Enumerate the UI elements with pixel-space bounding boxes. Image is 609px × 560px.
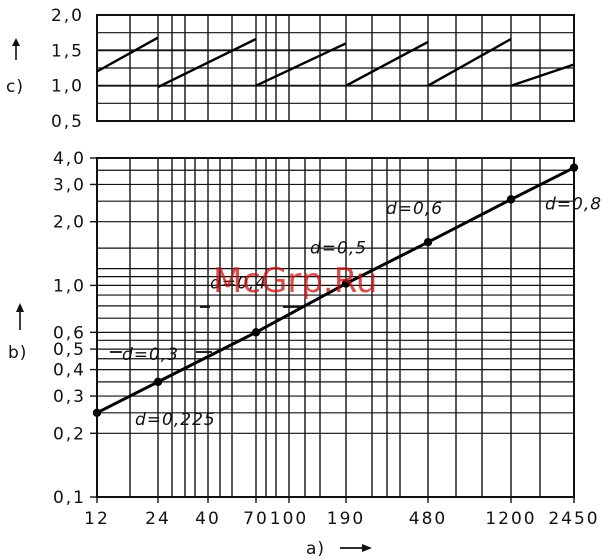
panel-c-ytick-label: 1,0: [51, 77, 84, 97]
panel-b-ytick-label: 3,0: [53, 175, 86, 195]
panel-b-ytick-label: 4,0: [53, 149, 86, 169]
panel-b-data-point: [341, 279, 351, 288]
annotation-4: d=0,6: [386, 199, 443, 219]
annotation-0: d=0,225: [135, 410, 216, 430]
panel-c-grid: [96, 14, 575, 122]
panel-c-ytick-label: 0,5: [51, 112, 84, 132]
panel-c-segment-1: [157, 37, 257, 89]
panel-b-arrowhead: [16, 303, 24, 312]
panel-c-label: c): [6, 77, 24, 97]
panel-b-xtick-label: 12: [84, 509, 110, 529]
panel-b-xtick-label: 24: [145, 509, 171, 529]
panel-b-data-point: [153, 377, 163, 387]
panel-b-data-point: [251, 328, 261, 337]
panel-b-ytick-label: 1,0: [53, 276, 86, 296]
annotation-2: d=0,4: [210, 273, 267, 293]
panel-c: 0,5 1,0 1,5 2,0 c): [6, 6, 575, 132]
panel-b-xtick-label: 40: [195, 509, 221, 529]
panel-b-data-point: [92, 408, 102, 417]
panel-b-ytick-label: 0,3: [53, 387, 86, 407]
panel-c-segment-4: [427, 37, 512, 87]
panel-b-ytick-label: 0,5: [53, 340, 86, 360]
panel-b-data-point: [423, 238, 433, 247]
panel-b-ytick-label: 0,2: [53, 424, 86, 444]
panel-b-xtick-label: 2450: [548, 509, 599, 529]
panel-b-xtick-label: 100: [270, 509, 308, 529]
panel-b-xtick-label: 480: [409, 509, 447, 529]
annotation-3: d=0,5: [310, 239, 367, 259]
panel-b-xtick-label: 70: [243, 509, 269, 529]
panel-c-segment-3: [345, 40, 429, 87]
panel-b-label: b): [8, 343, 27, 363]
annotation-5: d=0,8: [545, 194, 602, 214]
panel-c-segment-2: [255, 42, 347, 87]
x-axis-arrowhead: [362, 544, 372, 552]
panel-b-xtick-label: 190: [327, 509, 365, 529]
annotation-1: d=0,3: [122, 345, 179, 365]
panel-b-ytick-label: 0,1: [53, 488, 86, 508]
panel-b-ytick-label: 0,6: [53, 323, 86, 343]
panel-b-data-point: [506, 195, 516, 204]
panel-b-ytick-label: 0,4: [53, 361, 86, 381]
panel-c-segment-5: [510, 63, 575, 87]
panel-c-segment-0: [96, 36, 159, 73]
panel-c-ytick-label: 1,5: [51, 41, 84, 61]
panel-b-grid: [96, 157, 575, 498]
panel-b-xtick-label: 1200: [485, 509, 536, 529]
panel-b-ytick-label: 2,0: [53, 213, 86, 233]
panel-b-data-point: [569, 163, 579, 172]
x-axis-label: a): [306, 539, 325, 559]
panel-b: 0,1 0,2 0,3 0,40,50,6 1,0 2,0 3,0 4,0 12 24 40 70 10…: [8, 149, 602, 559]
panel-c-ytick-label: 2,0: [51, 6, 84, 26]
watermark: McGrp.Ru: [213, 261, 377, 301]
panel-c-arrowhead: [12, 38, 20, 46]
panel-b-frame: [96, 157, 575, 498]
panel-c-frame: [96, 14, 575, 122]
